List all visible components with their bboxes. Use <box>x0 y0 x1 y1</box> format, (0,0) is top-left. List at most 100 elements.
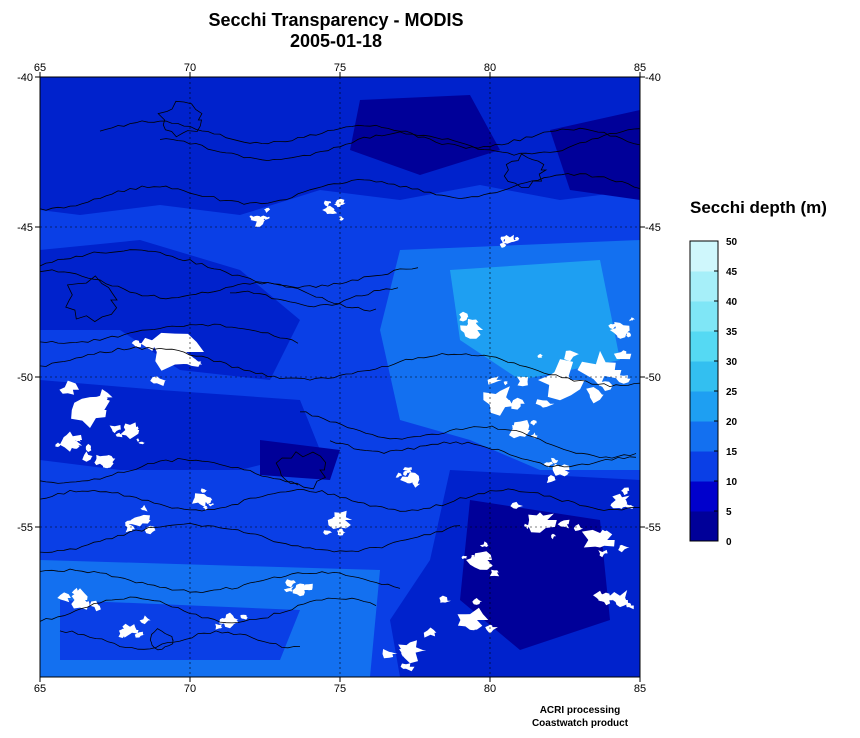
cloud-patch <box>220 612 239 629</box>
colorbar-segment <box>690 391 718 422</box>
cloud-patch <box>59 431 83 452</box>
cloud-speck <box>141 337 164 351</box>
cloud-speck <box>537 353 543 358</box>
cloud-speck <box>82 451 94 462</box>
cloud-patch <box>528 512 557 533</box>
cloud-speck <box>125 524 135 533</box>
colorbar-tick-label: 40 <box>726 297 738 308</box>
region-deep-north <box>40 77 640 215</box>
cloud-speck <box>55 442 61 447</box>
cloud-speck <box>150 376 167 386</box>
cloud-speck <box>323 530 332 535</box>
colorbar-tick-label: 50 <box>726 237 738 248</box>
depth-contour-loop <box>65 275 118 323</box>
cloud-speck <box>240 614 248 620</box>
lat-label-left: -55 <box>17 522 33 534</box>
cloud-speck <box>608 323 618 330</box>
cloud-speck <box>626 332 631 338</box>
region-deepest-southeast <box>460 500 610 650</box>
cloud-speck <box>399 648 413 657</box>
cloud-speck <box>573 524 584 531</box>
cloud-patch <box>460 320 484 339</box>
depth-contour <box>40 323 299 344</box>
credit-product: Coastwatch product <box>531 718 629 729</box>
cloud-speck <box>543 461 554 468</box>
colorbar-tick-label: 35 <box>726 327 738 338</box>
cloud-speck <box>334 202 341 208</box>
cloud-speck <box>402 467 412 473</box>
lat-label-left: -45 <box>17 222 33 234</box>
cloud-speck <box>75 437 82 442</box>
colorbar-tick-label: 45 <box>726 267 738 278</box>
cloud-speck <box>500 236 508 243</box>
cloud-speck <box>597 529 611 542</box>
cloud-speck <box>304 583 313 591</box>
cloud-patch <box>130 514 151 527</box>
cloud-speck <box>136 438 140 442</box>
cloud-speck <box>138 441 145 445</box>
cloud-patch <box>483 386 514 416</box>
depth-contour <box>229 287 399 308</box>
cloud-patch <box>71 396 110 428</box>
depth-contour <box>329 440 637 468</box>
cloud-speck <box>598 549 608 558</box>
cloud-speck <box>403 470 410 476</box>
colorbar-segment <box>690 481 718 512</box>
cloud-patch <box>577 350 622 387</box>
cloud-speck <box>546 475 557 483</box>
cloud-speck <box>551 533 556 540</box>
colorbar-segment <box>690 451 718 482</box>
cloud-speck <box>439 595 452 603</box>
depth-contour <box>40 249 419 289</box>
map-plot-area <box>40 77 640 677</box>
cloud-speck <box>57 592 71 603</box>
lat-label-right: -40 <box>645 72 661 84</box>
cloud-speck <box>339 528 344 533</box>
cloud-speck <box>618 544 630 553</box>
cloud-speck <box>215 623 223 630</box>
lon-label-bottom: 65 <box>34 683 46 695</box>
credit-processing: ACRI processing <box>539 705 621 716</box>
cloud-speck <box>524 523 532 530</box>
cloud-speck <box>517 376 528 387</box>
depth-contour <box>59 630 301 650</box>
lon-label-top: 75 <box>334 62 346 74</box>
cloud-speck <box>203 496 213 505</box>
lon-label-bottom: 85 <box>634 683 646 695</box>
cloud-speck <box>626 602 634 610</box>
graticule-grid <box>40 77 640 677</box>
cloud-speck <box>283 586 294 593</box>
cloud-speck <box>510 501 524 509</box>
cloud-speck <box>586 387 604 404</box>
cloud-speck <box>252 215 260 221</box>
cloud-speck <box>89 600 101 612</box>
lon-label-top: 65 <box>34 62 46 74</box>
cloud-speck <box>285 579 297 588</box>
cloud-speck <box>134 631 145 638</box>
cloud-mask-patches <box>55 198 635 672</box>
cloud-speck <box>551 457 559 464</box>
depth-contour <box>99 120 640 149</box>
cloud-speck <box>511 397 525 410</box>
cloud-speck <box>499 243 507 248</box>
cloud-speck <box>298 588 304 592</box>
cloud-speck <box>616 500 627 507</box>
map-title: Secchi Transparency - MODIS <box>208 10 464 30</box>
cloud-speck <box>125 520 132 528</box>
cloud-speck <box>400 663 415 672</box>
cloud-speck <box>557 519 570 529</box>
cloud-speck <box>461 555 468 559</box>
cloud-speck <box>323 200 332 207</box>
depth-contour <box>40 269 377 312</box>
cloud-speck <box>511 425 516 429</box>
cloud-speck <box>83 600 90 608</box>
cloud-speck <box>115 432 123 438</box>
cloud-patch <box>400 472 420 484</box>
cloud-speck <box>140 504 148 512</box>
cloud-speck <box>549 377 554 382</box>
depth-contour <box>40 596 377 624</box>
colorbar-segment <box>690 331 718 362</box>
colorbar-segment <box>690 511 718 542</box>
cloud-patch <box>120 422 140 440</box>
